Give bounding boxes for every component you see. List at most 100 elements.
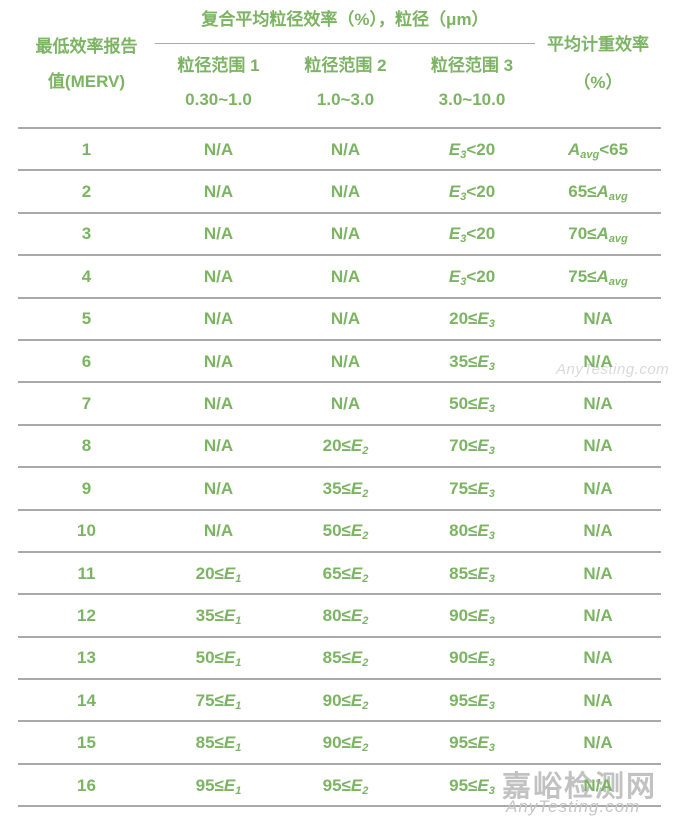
merv-cell: 1	[81, 139, 92, 159]
table-row: 15 85≤E1 90≤E2 95≤E3 N/A	[18, 722, 661, 765]
weight-cell: N/A	[583, 648, 613, 668]
merv-cell: 13	[77, 648, 96, 668]
range2-cell: 90≤E2	[322, 690, 369, 712]
range3-cell: 75≤E3	[449, 478, 495, 500]
merv-cell: 8	[81, 436, 92, 456]
range3-cell: 35≤E3	[449, 351, 495, 373]
table-body: 1 N/A N/A E3<20 Aavg<65 2 N/A N/A E3<20 65≤Aavg 3 N…	[18, 129, 661, 808]
weight-cell: 65≤Aavg	[568, 182, 628, 204]
range2-cell: N/A	[330, 351, 361, 371]
table-row: 12 35≤E1 80≤E2 90≤E3 N/A	[18, 595, 661, 638]
weight-header-line1: 平均计重效率	[547, 35, 649, 54]
weight-cell: N/A	[583, 436, 613, 456]
weight-cell: 70≤Aavg	[568, 224, 628, 246]
merv-cell: 2	[81, 182, 92, 202]
range2-cell: 65≤E2	[322, 563, 369, 585]
merv-cell: 11	[77, 563, 96, 583]
range3-cell: 85≤E3	[449, 563, 495, 585]
range1-cell: N/A	[203, 182, 234, 202]
range3-span: 3.0~10.0	[438, 90, 506, 109]
range3-cell: 95≤E3	[449, 690, 495, 712]
merv-table: 最低效率报告 值(MERV) 复合平均粒径效率（%），粒径（μm） 粒径范围 1…	[18, 0, 661, 808]
range2-cell: N/A	[330, 266, 361, 286]
range2-cell: 35≤E2	[322, 478, 369, 500]
table-row: 11 20≤E1 65≤E2 85≤E3 N/A	[18, 553, 661, 596]
range2-cell: N/A	[330, 224, 361, 244]
range1-cell: 50≤E1	[195, 648, 242, 670]
range2-header: 粒径范围 2 1.0~3.0	[282, 57, 409, 108]
table-row: 3 N/A N/A E3<20 70≤Aavg	[18, 214, 661, 257]
weight-cell: N/A	[583, 521, 613, 541]
range1-cell: N/A	[203, 266, 234, 286]
range3-header: 粒径范围 3 3.0~10.0	[409, 57, 535, 108]
range3-cell: 50≤E3	[449, 394, 495, 416]
range1-label: 粒径范围 1	[177, 56, 260, 75]
merv-cell: 7	[81, 394, 92, 414]
range1-cell: 35≤E1	[195, 605, 242, 627]
group-title: 复合平均粒径效率（%），粒径（μm）	[155, 0, 535, 44]
range1-cell: N/A	[203, 309, 234, 329]
range2-cell: 85≤E2	[322, 648, 369, 670]
merv-header-line1: 最低效率报告	[35, 36, 138, 56]
table-row: 10 N/A 50≤E2 80≤E3 N/A	[18, 511, 661, 553]
merv-cell: 14	[77, 690, 96, 710]
weight-cell: N/A	[583, 309, 613, 329]
table-header: 最低效率报告 值(MERV) 复合平均粒径效率（%），粒径（μm） 粒径范围 1…	[18, 0, 661, 129]
merv-header-line2: 值(MERV)	[47, 71, 126, 91]
range3-cell: E3<20	[448, 266, 496, 288]
table-row: 8 N/A 20≤E2 70≤E3 N/A	[18, 426, 661, 469]
weight-efficiency-column-header: 平均计重效率 （%）	[535, 0, 661, 127]
range2-cell: 90≤E2	[322, 733, 369, 755]
range2-cell: N/A	[330, 394, 361, 414]
weight-cell: N/A	[583, 394, 613, 414]
range2-cell: N/A	[330, 182, 361, 202]
weight-cell: Aavg<65	[567, 139, 629, 161]
table-row: 4 N/A N/A E3<20 75≤Aavg	[18, 256, 661, 299]
table-row: 13 50≤E1 85≤E2 90≤E3 N/A	[18, 638, 661, 681]
range3-cell: 70≤E3	[449, 436, 495, 458]
merv-cell: 4	[81, 266, 92, 286]
range3-cell: 90≤E3	[449, 605, 495, 627]
range3-cell: 90≤E3	[449, 648, 495, 670]
range3-cell: E3<20	[448, 224, 496, 246]
merv-cell: 3	[81, 224, 92, 244]
merv-column-header: 最低效率报告 值(MERV)	[18, 0, 155, 127]
table-row: 1 N/A N/A E3<20 Aavg<65	[18, 129, 661, 172]
range1-cell: N/A	[203, 478, 234, 498]
range1-cell: N/A	[203, 521, 234, 541]
range3-cell: 95≤E3	[449, 775, 495, 797]
weight-header-line2: （%）	[573, 73, 623, 92]
range2-cell: 95≤E2	[322, 775, 369, 797]
table-row: 7 N/A N/A 50≤E3 N/A	[18, 383, 661, 426]
merv-cell: 6	[81, 351, 92, 371]
range3-cell: E3<20	[448, 182, 496, 204]
range2-cell: 50≤E2	[322, 521, 369, 543]
range1-cell: N/A	[203, 436, 234, 456]
merv-cell: 9	[81, 478, 92, 498]
weight-cell: N/A	[583, 690, 613, 710]
range1-cell: N/A	[203, 224, 234, 244]
range2-span: 1.0~3.0	[316, 90, 375, 109]
range1-cell: 85≤E1	[195, 733, 242, 755]
range2-cell: 20≤E2	[322, 436, 369, 458]
table-row: 16 95≤E1 95≤E2 95≤E3 N/A	[18, 765, 661, 808]
table-row: 14 75≤E1 90≤E2 95≤E3 N/A	[18, 680, 661, 723]
range3-cell: 20≤E3	[449, 309, 495, 331]
weight-cell: N/A	[583, 478, 613, 498]
weight-cell: N/A	[583, 563, 613, 583]
table-row: 5 N/A N/A 20≤E3 N/A	[18, 299, 661, 341]
weight-cell: N/A	[583, 605, 613, 625]
table-row: 6 N/A N/A 35≤E3 N/A	[18, 341, 661, 384]
range3-label: 粒径范围 3	[430, 56, 514, 75]
range2-cell: 80≤E2	[322, 605, 369, 627]
range1-cell: 95≤E1	[195, 775, 242, 797]
merv-cell: 12	[77, 605, 96, 625]
range2-label: 粒径范围 2	[304, 56, 387, 75]
range-subheaders: 粒径范围 1 0.30~1.0 粒径范围 2 1.0~3.0 粒径范围 3 3.…	[155, 57, 535, 108]
range3-cell: E3<20	[448, 139, 496, 161]
table-row: 2 N/A N/A E3<20 65≤Aavg	[18, 171, 661, 214]
range2-cell: N/A	[330, 309, 361, 329]
merv-cell: 16	[77, 775, 96, 795]
table-row: 9 N/A 35≤E2 75≤E3 N/A	[18, 468, 661, 511]
